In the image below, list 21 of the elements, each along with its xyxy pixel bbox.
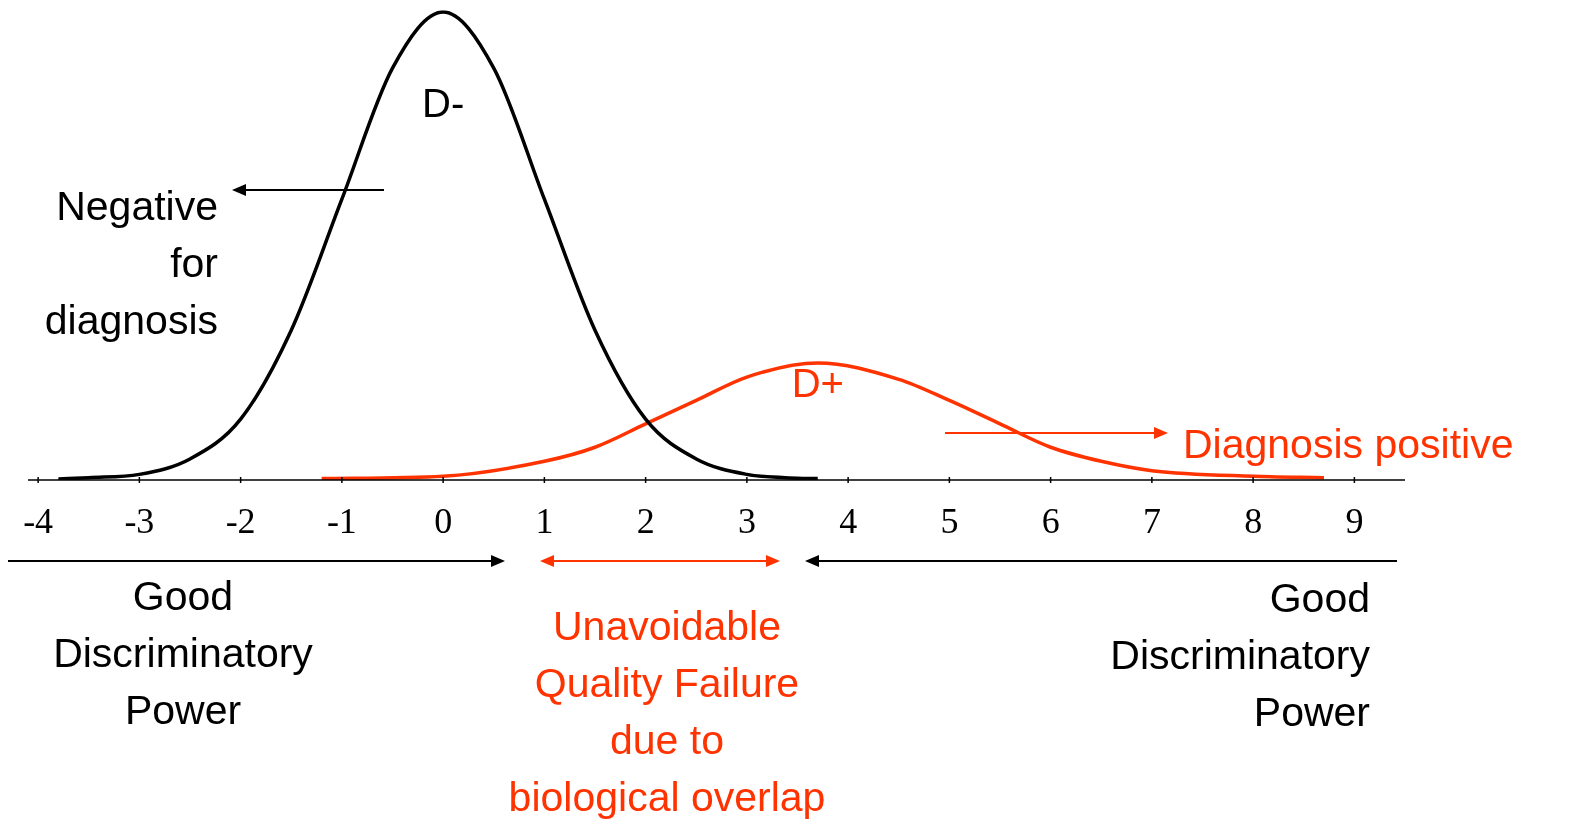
x-tick-label: 5 <box>940 501 959 542</box>
x-tick-label: 3 <box>737 501 756 542</box>
text: Good Discriminatory Power <box>1110 574 1370 737</box>
series-label: D+ <box>791 361 844 406</box>
annotation: Diagnosis positive <box>1183 420 1514 469</box>
x-tick-label: 4 <box>839 501 858 542</box>
text: Unavoidable Quality Failure due to biological overlap <box>508 602 826 822</box>
x-tick-label: 2 <box>636 501 655 542</box>
x-tick-label: -2 <box>225 501 256 542</box>
text: Good Discriminatory Power <box>53 572 313 735</box>
x-tick-label: 8 <box>1244 501 1263 542</box>
x-tick-label: -4 <box>23 501 54 542</box>
series-label: D- <box>422 80 465 125</box>
x-tick-label: 0 <box>434 501 453 542</box>
x-tick-label: -1 <box>326 501 357 542</box>
x-tick-label: 1 <box>535 501 554 542</box>
x-tick-label: 9 <box>1345 501 1364 542</box>
x-tick-label: -3 <box>124 501 155 542</box>
x-tick-label: 6 <box>1041 501 1060 542</box>
annotation: Negative for diagnosis <box>44 182 218 345</box>
x-tick-label: 7 <box>1142 501 1161 542</box>
